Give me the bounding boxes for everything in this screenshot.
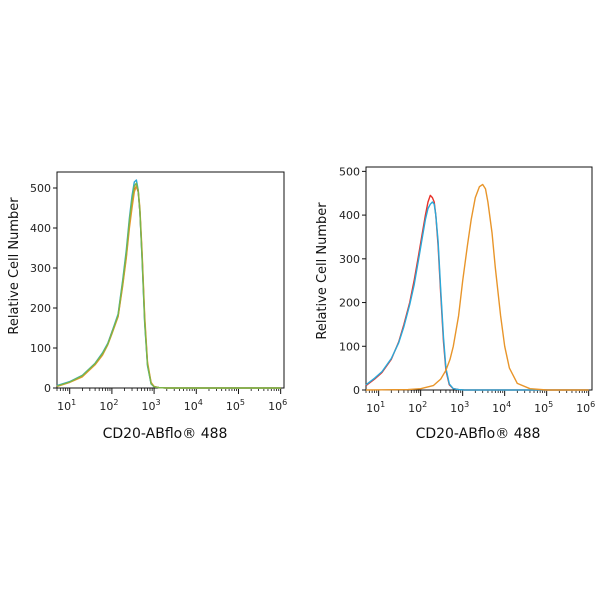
x-tick-label: 105 bbox=[534, 400, 553, 415]
x-tick-label: 106 bbox=[576, 400, 595, 415]
y-tick-label: 400 bbox=[339, 209, 360, 222]
histogram-panel-right: Relative Cell Number CD20-ABflo® 488 0 10… bbox=[315, 165, 595, 442]
x-tick-exponent: 6 bbox=[590, 400, 595, 409]
x-tick-label: 105 bbox=[226, 398, 245, 413]
y-tick-label: 500 bbox=[339, 165, 360, 178]
x-tick-base: 10 bbox=[268, 400, 282, 413]
x-tick-exponent: 6 bbox=[282, 398, 287, 407]
x-tick-exponent: 4 bbox=[198, 398, 203, 407]
x-tick-base: 10 bbox=[366, 402, 380, 415]
x-tick-label: 103 bbox=[450, 400, 469, 415]
x-tick-exponent: 1 bbox=[380, 400, 385, 409]
y-tick-label: 300 bbox=[339, 253, 360, 266]
y-tick-label: 500 bbox=[30, 182, 51, 195]
x-tick-exponent: 3 bbox=[156, 398, 161, 407]
histogram-series-line bbox=[365, 183, 589, 391]
x-tick-exponent: 1 bbox=[71, 398, 76, 407]
x-tick-label: 104 bbox=[184, 398, 203, 413]
histogram-series-line bbox=[56, 182, 281, 389]
x-tick-base: 10 bbox=[142, 400, 156, 413]
x-tick-base: 10 bbox=[576, 402, 590, 415]
x-tick-label: 101 bbox=[57, 398, 76, 413]
y-tick-label: 400 bbox=[30, 222, 51, 235]
x-axis-title: CD20-ABflo® 488 bbox=[416, 426, 541, 442]
x-tick-label: 106 bbox=[268, 398, 287, 413]
histogram-series-line bbox=[365, 201, 589, 391]
x-tick-base: 10 bbox=[226, 400, 240, 413]
y-tick-label: 200 bbox=[30, 302, 51, 315]
x-tick-exponent: 2 bbox=[113, 398, 118, 407]
histogram-series-line bbox=[56, 185, 281, 389]
plot-frame bbox=[56, 171, 285, 389]
x-tick-exponent: 3 bbox=[464, 400, 469, 409]
x-tick-label: 102 bbox=[99, 398, 118, 413]
x-tick-base: 10 bbox=[57, 400, 71, 413]
x-axis-title: CD20-ABflo® 488 bbox=[103, 426, 228, 442]
x-tick-base: 10 bbox=[184, 400, 198, 413]
x-tick-base: 10 bbox=[450, 402, 464, 415]
x-tick-exponent: 2 bbox=[422, 400, 427, 409]
y-axis-title: Relative Cell Number bbox=[315, 202, 330, 340]
y-tick-label: 200 bbox=[339, 297, 360, 310]
x-tick-base: 10 bbox=[408, 402, 422, 415]
x-tick-label: 104 bbox=[492, 400, 511, 415]
y-tick-label: 300 bbox=[30, 262, 51, 275]
histogram-series-line bbox=[365, 194, 589, 391]
plot-frame bbox=[365, 166, 593, 391]
y-tick-label: 0 bbox=[353, 384, 360, 397]
x-tick-label: 102 bbox=[408, 400, 427, 415]
x-tick-exponent: 4 bbox=[506, 400, 511, 409]
histogram-panel-left: Relative Cell Number CD20-ABflo® 488 0 10… bbox=[7, 171, 287, 442]
histogram-series-line bbox=[56, 185, 281, 389]
y-axis-title: Relative Cell Number bbox=[7, 197, 22, 335]
x-tick-exponent: 5 bbox=[240, 398, 245, 407]
x-tick-label: 103 bbox=[142, 398, 161, 413]
y-tick-label: 0 bbox=[44, 382, 51, 395]
x-tick-exponent: 5 bbox=[548, 400, 553, 409]
x-tick-label: 101 bbox=[366, 400, 385, 415]
y-tick-label: 100 bbox=[30, 342, 51, 355]
x-tick-base: 10 bbox=[534, 402, 548, 415]
histogram-series-line bbox=[56, 179, 281, 389]
x-tick-base: 10 bbox=[99, 400, 113, 413]
y-tick-label: 100 bbox=[339, 340, 360, 353]
x-tick-base: 10 bbox=[492, 402, 506, 415]
